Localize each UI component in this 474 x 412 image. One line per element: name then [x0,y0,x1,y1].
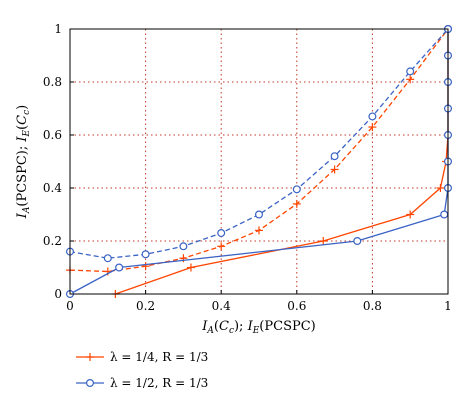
y-axis-label: IA(PCSPC); IE(Cc) [15,105,32,219]
series-1 [66,25,452,298]
data-point [179,242,188,251]
x-tick-label: 0.8 [363,299,382,313]
data-point [141,262,150,271]
data-point [353,237,362,246]
data-point [292,185,301,194]
data-point [217,242,226,251]
series-1-dashed-line [69,28,449,273]
data-point [406,75,415,84]
series-layer [65,25,453,299]
plot-frame [69,28,449,295]
y-tick-label: 0 [54,287,62,301]
x-tick-label: 0 [66,299,74,313]
data-point [255,226,263,235]
y-tick-label: 0.4 [43,181,62,195]
x-tick-label: 0.6 [287,299,306,313]
data-point [186,263,195,272]
y-tick-label: 1 [54,22,62,36]
data-point [330,152,339,161]
data-point [255,210,264,219]
tick-labels: 0 0.2 0.4 0.6 0.8 1 0 0.2 0.4 0.6 0.8 1 [43,22,452,313]
legend-label-2: λ = 1/2, R = 1/3 [110,376,208,390]
series-2-dashed-line [69,28,449,259]
data-point [406,67,415,76]
data-point [440,210,449,219]
data-point [141,250,150,259]
series-1-solid-line [115,29,449,295]
y-tick-label: 0.8 [43,75,62,89]
x-tick-label: 1 [444,299,452,313]
data-point [406,210,415,219]
series-2 [65,25,453,299]
data-point [330,165,339,174]
x-tick-label: 0.4 [212,299,231,313]
x-axis-label: IA(Cc); IE(PCSPC) [201,319,315,336]
data-point [217,229,226,238]
data-point [368,112,377,121]
data-point [368,123,377,132]
y-tick-label: 0.6 [43,128,62,142]
x-tick-label: 0.2 [136,299,155,313]
legend: λ = 1/4, R = 1/3 λ = 1/2, R = 1/3 [76,350,208,390]
data-point [115,263,124,272]
data-point [292,199,301,208]
data-point [103,254,112,263]
legend-marker-1 [86,353,94,361]
y-tick-label: 0.2 [43,234,62,248]
data-point [319,237,328,245]
legend-marker-2 [85,379,94,388]
legend-label-1: λ = 1/4, R = 1/3 [110,350,208,364]
data-point [436,184,445,192]
